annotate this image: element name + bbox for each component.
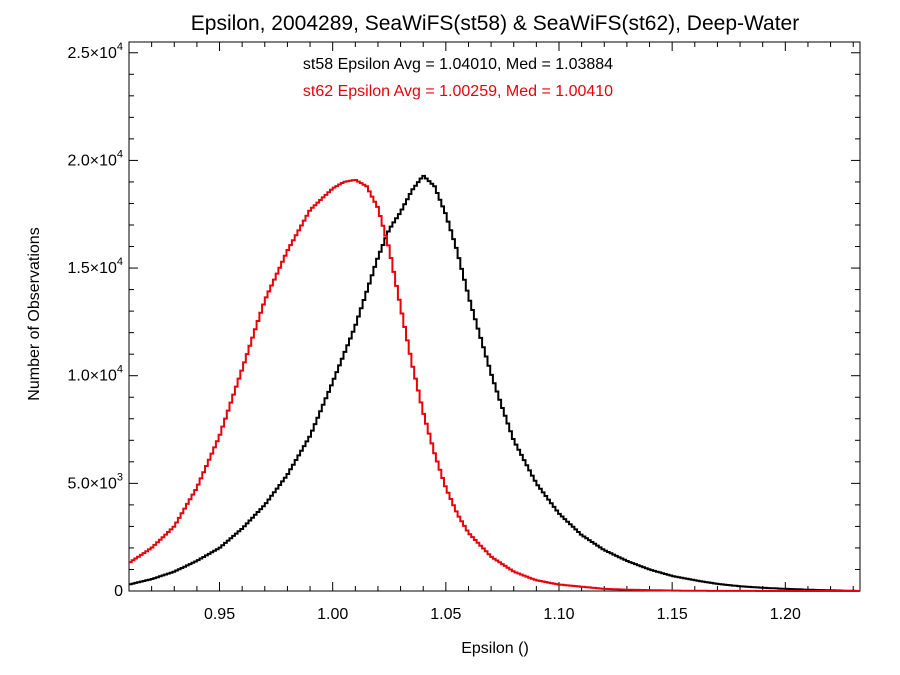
y-tick-label: 0 [114,583,123,600]
y-axis-label: Number of Observations [26,227,43,400]
x-axis-label: Epsilon () [461,640,529,657]
plot-area-frame [128,41,861,592]
x-tick-label: 1.05 [430,606,461,623]
x-tick-label: 1.10 [543,606,574,623]
y-tick-label: 2.0×104 [67,148,123,169]
x-axis: 0.95 1.00 1.05 1.10 1.15 1.20 [128,42,854,623]
st58-stats-annotation: st58 Epsilon Avg = 1.04010, Med = 1.0388… [303,56,613,73]
x-tick-label: 1.15 [657,606,688,623]
y-tick-label: 1.0×104 [67,364,123,385]
y-tick-label: 2.5×104 [67,41,123,62]
x-tick-label: 1.20 [770,606,801,623]
y-tick-label: 1.5×104 [67,256,123,277]
st62-histogram-line [129,179,860,592]
x-tick-label: 1.00 [317,606,348,623]
series-layer [129,174,860,592]
st62-stats-annotation: st62 Epsilon Avg = 1.00259, Med = 1.0041… [303,83,613,100]
y-axis: 0 5.0×103 1.0×104 1.5×104 2.0×104 2.5×104 [67,41,860,600]
st58-histogram-line [129,174,860,592]
chart-title: Epsilon, 2004289, SeaWiFS(st58) & SeaWiF… [191,12,799,35]
y-tick-label: 5.0×103 [67,471,123,492]
x-tick-label: 0.95 [204,606,235,623]
